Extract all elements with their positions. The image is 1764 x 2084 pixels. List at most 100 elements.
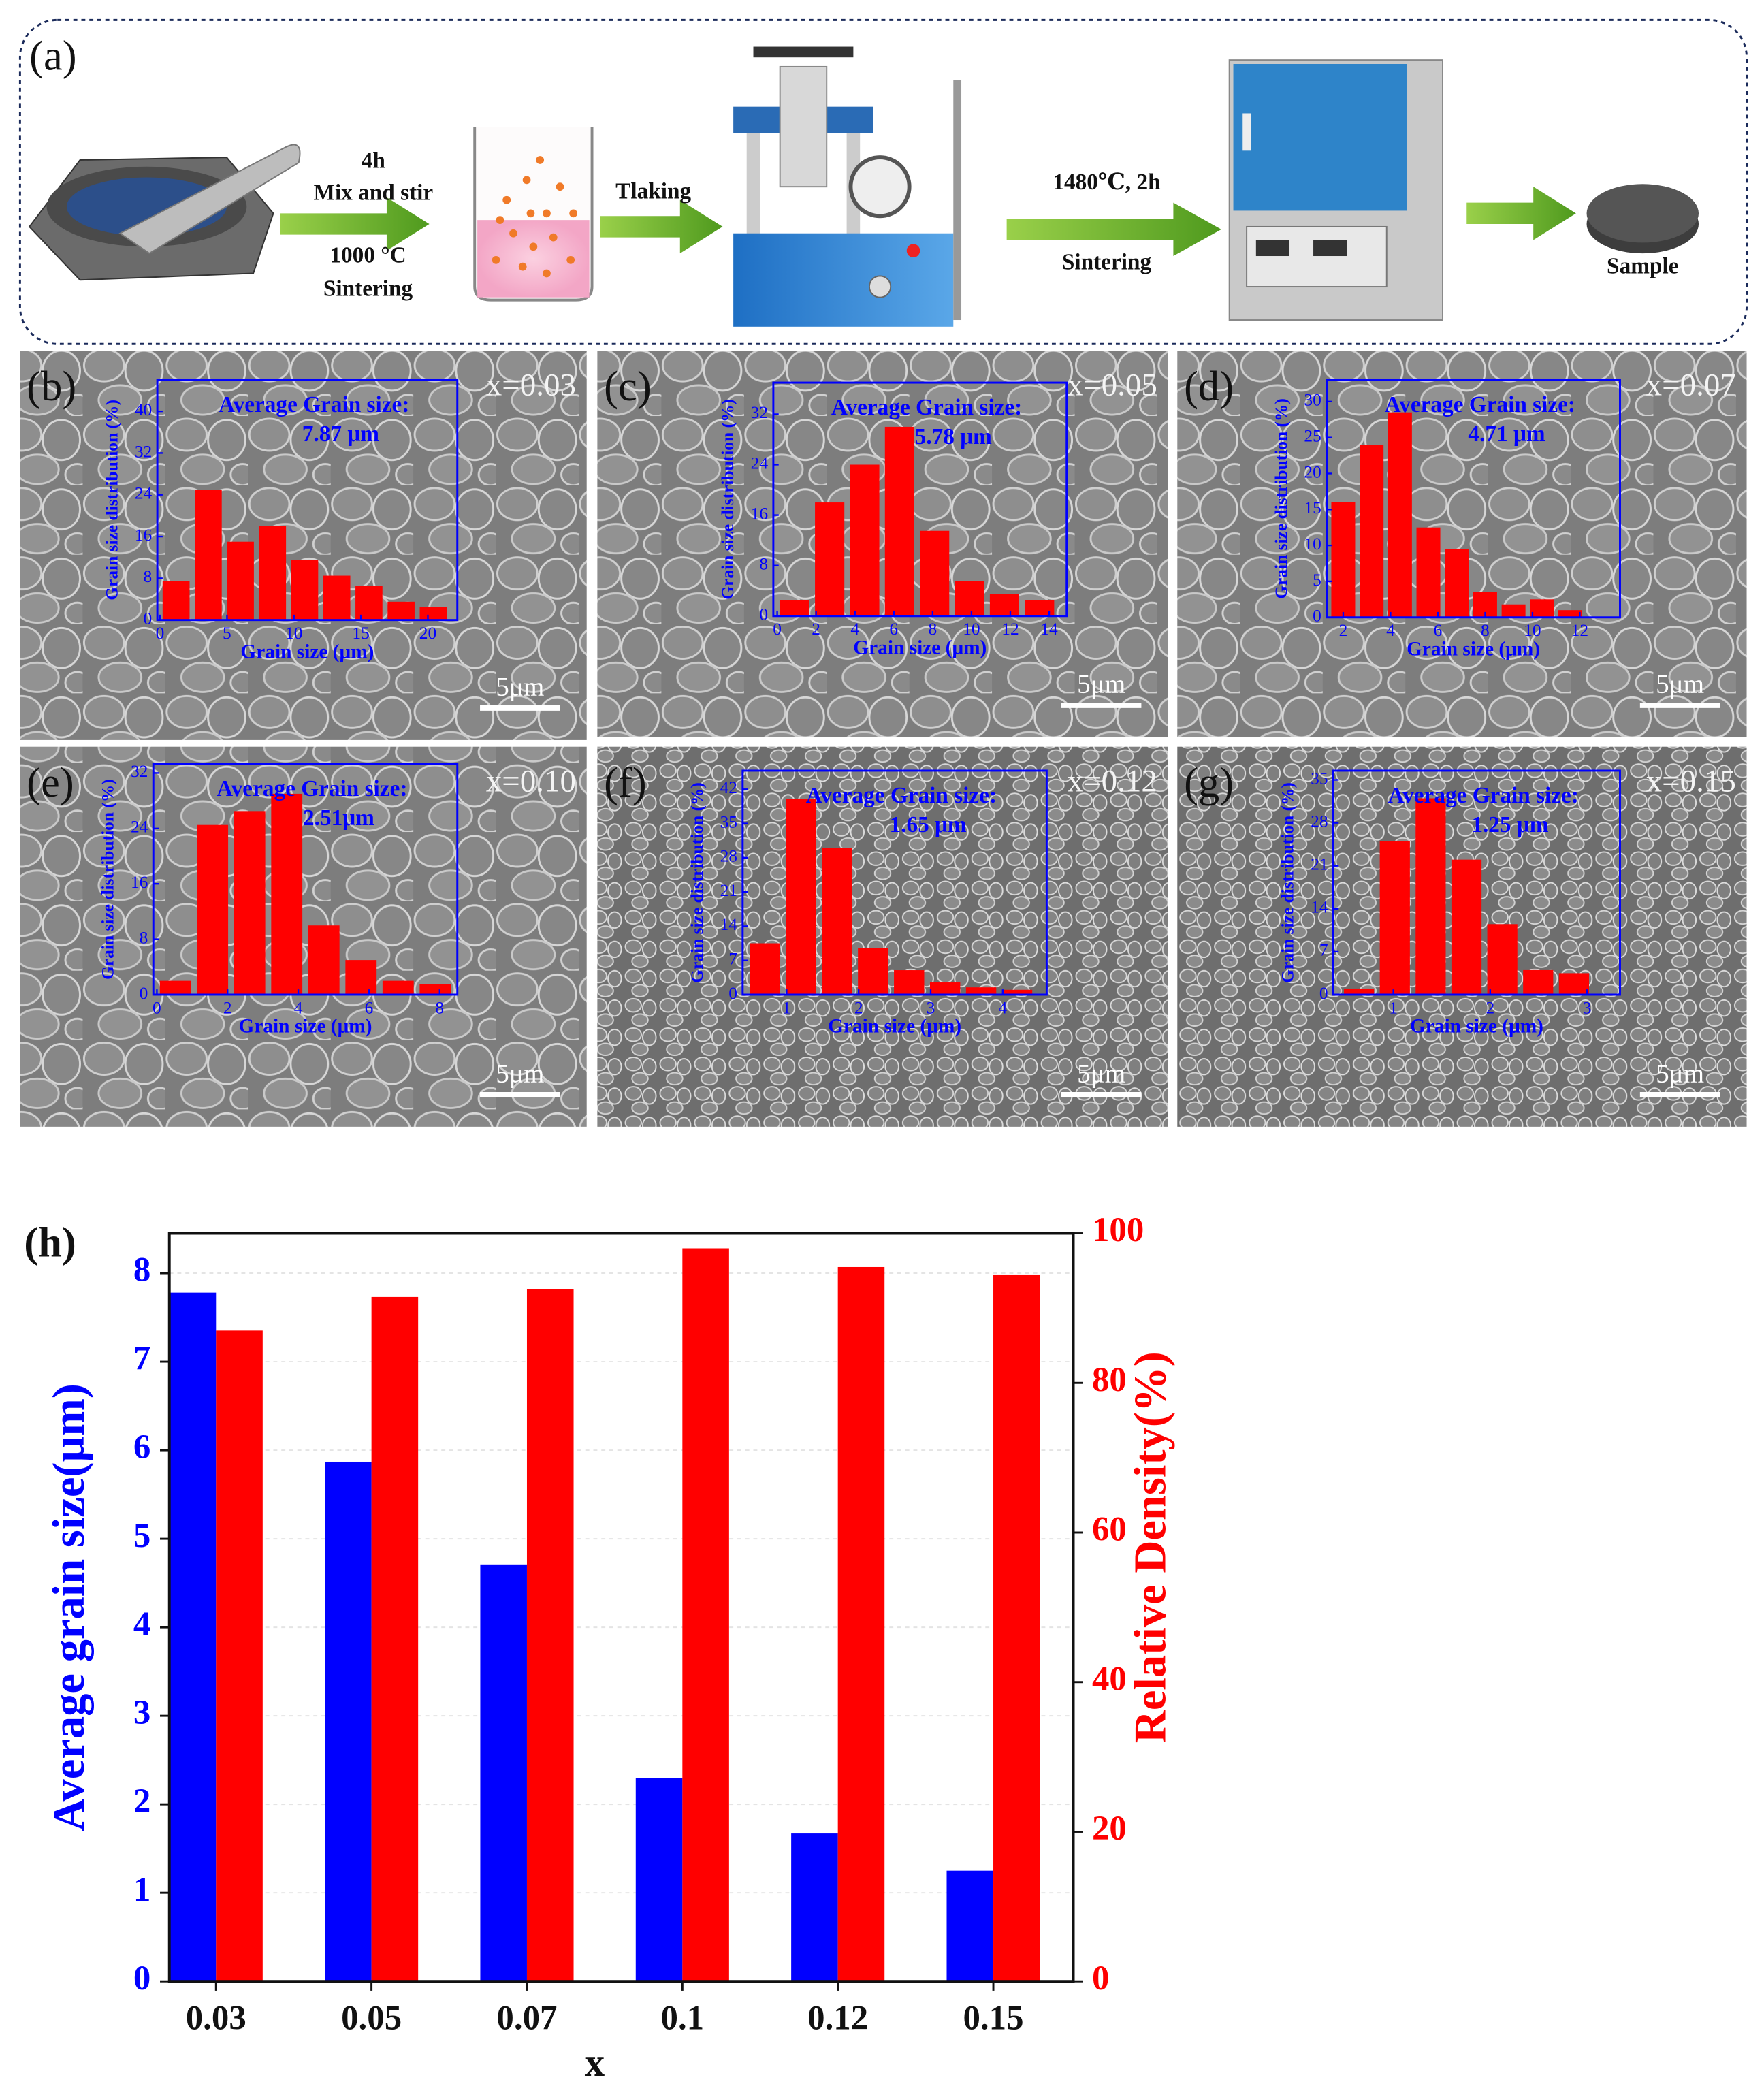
y-tick-label: 6 bbox=[133, 1428, 150, 1466]
x-axis-label: Grain size (μm) bbox=[853, 637, 987, 658]
inset-frame bbox=[772, 381, 1068, 618]
y-tick-label: 15 bbox=[1304, 498, 1321, 517]
x-tick-label: 0.15 bbox=[963, 2000, 1023, 2038]
histogram-bar bbox=[162, 581, 190, 620]
x-tick-label: 0 bbox=[773, 619, 782, 639]
y2-tick-label: 100 bbox=[1092, 1211, 1144, 1249]
histogram-bar bbox=[1487, 924, 1518, 995]
panel-frame bbox=[18, 18, 1748, 345]
histogram-bar bbox=[1001, 989, 1033, 995]
y-axis-label: Grain size distribution (%) bbox=[101, 400, 121, 600]
histogram-bar bbox=[323, 575, 351, 620]
inset-title: Average Grain size: bbox=[831, 395, 1022, 420]
y-tick-label: 8 bbox=[133, 1251, 150, 1289]
composition-label: x=0.10 bbox=[486, 763, 576, 799]
scale-bar-label: 5μm bbox=[496, 672, 544, 701]
y-tick-label: 7 bbox=[728, 949, 737, 969]
y-axis-label: Grain size distribution (%) bbox=[97, 779, 117, 980]
sem-image bbox=[597, 351, 1168, 738]
histogram-bar bbox=[197, 824, 229, 995]
x-tick-label: 0.03 bbox=[186, 2000, 246, 2038]
bar bbox=[480, 1564, 527, 1982]
y-axis-label: Average grain size(μm) bbox=[44, 1383, 94, 1831]
bar bbox=[169, 1292, 217, 1982]
inset-frame bbox=[1332, 769, 1621, 996]
histogram-bar bbox=[884, 426, 914, 616]
average-size: 1.25 μm bbox=[1471, 812, 1548, 837]
x-tick-label: 3 bbox=[1583, 997, 1592, 1017]
x-tick-label: 2 bbox=[1339, 620, 1348, 640]
y-tick-label: 0 bbox=[1319, 983, 1328, 1003]
bar bbox=[635, 1778, 683, 1982]
composition-label: x=0.12 bbox=[1068, 763, 1157, 799]
histogram-bar bbox=[355, 586, 383, 620]
histogram-bar bbox=[1530, 599, 1554, 618]
x-axis-label: Grain size (μm) bbox=[238, 1016, 372, 1038]
sem-panel: 2 4 6 8 10 12 0 5 10 15 20 25 30 Grain size (μm) Grain… bbox=[1177, 351, 1747, 738]
step-text: 1000 °C bbox=[330, 243, 406, 268]
scale-bar-label: 5μm bbox=[1656, 1059, 1704, 1088]
composition-label: x=0.03 bbox=[486, 368, 576, 403]
x-tick-label: 6 bbox=[1434, 620, 1443, 640]
y-tick-label: 14 bbox=[720, 914, 738, 934]
y-tick-label: 2 bbox=[133, 1782, 150, 1821]
histogram-bar bbox=[858, 948, 888, 995]
x-tick-label: 14 bbox=[1040, 619, 1058, 639]
step-text: 4h bbox=[362, 148, 385, 174]
histogram-bar bbox=[419, 607, 447, 620]
x-tick-label: 4 bbox=[850, 619, 859, 639]
x-tick-label: 3 bbox=[927, 997, 935, 1017]
inset-title: Average Grain size: bbox=[1385, 392, 1575, 417]
scale-bar-label: 5μm bbox=[1077, 670, 1125, 699]
average-size: 4.71 μm bbox=[1468, 421, 1545, 447]
y-tick-label: 0 bbox=[133, 1959, 150, 1998]
x-tick-label: 4 bbox=[1386, 620, 1395, 640]
x-tick-label: 6 bbox=[889, 619, 898, 639]
histogram-bar bbox=[989, 594, 1020, 616]
y-tick-label: 21 bbox=[720, 880, 737, 900]
arrow bbox=[1006, 202, 1221, 257]
histogram-bar bbox=[1523, 969, 1554, 995]
histogram-bar bbox=[382, 980, 414, 995]
y-tick-label: 0 bbox=[1313, 606, 1321, 626]
composition-label: x=0.05 bbox=[1068, 368, 1157, 403]
histogram-bar bbox=[822, 848, 852, 995]
y-tick-label: 0 bbox=[140, 983, 148, 1003]
histogram-bar bbox=[850, 464, 880, 616]
histogram-bar bbox=[965, 987, 997, 995]
y2-tick-label: 40 bbox=[1092, 1660, 1127, 1698]
y-tick-label: 42 bbox=[720, 778, 737, 797]
y-tick-label: 0 bbox=[728, 983, 737, 1003]
average-size: 5.78 μm bbox=[915, 424, 992, 449]
beaker-icon bbox=[473, 127, 594, 302]
x-tick-label: 12 bbox=[1001, 619, 1019, 639]
x-tick-label: 6 bbox=[365, 997, 374, 1017]
x-tick-label: 0.12 bbox=[807, 2000, 868, 2038]
composition-label: x=0.15 bbox=[1646, 763, 1736, 799]
x-tick-label: 20 bbox=[419, 623, 436, 643]
sem-image bbox=[597, 746, 1168, 1127]
average-size: 1.65 μm bbox=[889, 812, 966, 837]
panel-label: (e) bbox=[27, 758, 74, 806]
histogram-bar bbox=[1558, 610, 1583, 618]
histogram-bar bbox=[308, 925, 340, 995]
sem-image bbox=[1177, 351, 1747, 738]
y-tick-label: 4 bbox=[133, 1605, 150, 1644]
y-tick-label: 35 bbox=[1311, 768, 1328, 788]
y-tick-label: 5 bbox=[133, 1517, 150, 1555]
panel-label: (f) bbox=[604, 758, 647, 806]
y-tick-label: 8 bbox=[759, 554, 768, 574]
scale-bar-label: 5μm bbox=[496, 1059, 544, 1088]
panel-label: (h) bbox=[24, 1218, 76, 1266]
sem-panel: 1 2 3 0 7 14 21 28 35 Grain size (μm) Grain size d… bbox=[1177, 746, 1747, 1127]
y-tick-label: 14 bbox=[1311, 897, 1328, 917]
x-tick-label: 0.05 bbox=[341, 2000, 402, 2038]
histogram-bar bbox=[815, 502, 845, 616]
y-tick-label: 24 bbox=[131, 817, 148, 837]
panel-label: (c) bbox=[604, 362, 652, 410]
process-panel: (a) bbox=[18, 18, 1748, 345]
x-axis-label: Grain size (μm) bbox=[828, 1016, 961, 1038]
y-tick-label: 10 bbox=[1304, 534, 1321, 554]
